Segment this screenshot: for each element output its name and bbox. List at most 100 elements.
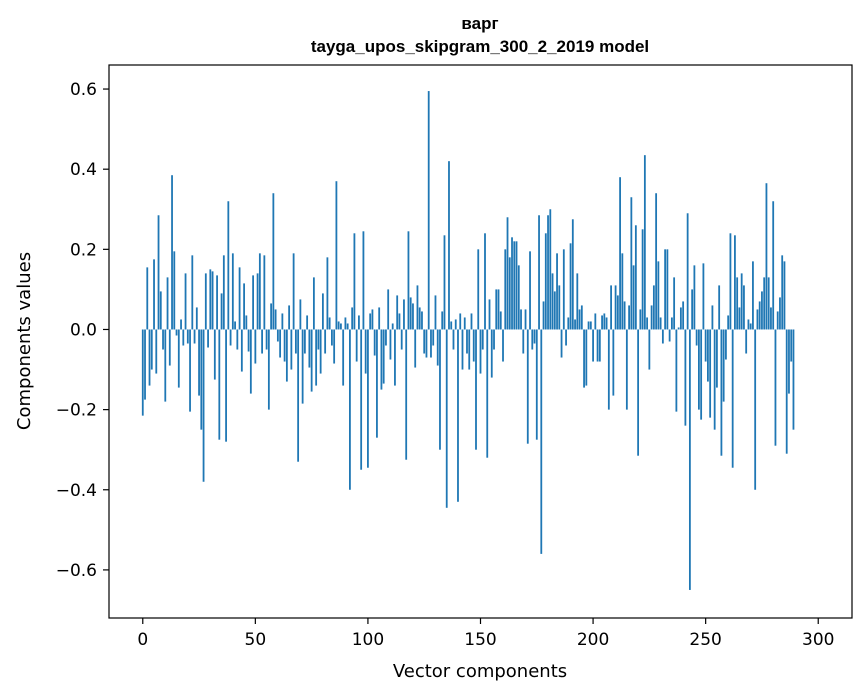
- x-axis-ticks: 0 50 100 150 200 250 300: [137, 618, 834, 650]
- bar-176: [538, 215, 540, 330]
- bar-284: [781, 255, 784, 330]
- bar-16: [177, 329, 180, 388]
- bar-227: [652, 285, 655, 330]
- y-tick-label: 0.6: [70, 80, 97, 100]
- bar-287: [788, 329, 790, 394]
- bar-143: [463, 317, 466, 330]
- bar-215: [625, 329, 628, 410]
- bar-55: [265, 329, 268, 350]
- bar-65: [288, 305, 291, 330]
- bar-203: [598, 329, 601, 362]
- bar-5: [153, 259, 155, 330]
- bar-113: [396, 295, 399, 330]
- bar-61: [279, 329, 282, 358]
- bar-195: [580, 305, 583, 330]
- bar-154: [488, 299, 491, 330]
- bar-27: [202, 329, 205, 482]
- bar-213: [621, 253, 624, 330]
- bar-50: [254, 329, 257, 364]
- bar-212: [619, 177, 621, 330]
- bar-260: [727, 315, 730, 330]
- bar-151: [481, 329, 484, 350]
- bar-45: [243, 283, 245, 330]
- bar-170: [524, 309, 527, 330]
- bar-79: [319, 329, 322, 374]
- bar-235: [670, 317, 673, 330]
- bar-67: [292, 253, 295, 330]
- bar-60: [276, 329, 279, 342]
- chart-subtitle: tayga_upos_skipgram_300_2_2019 model: [311, 37, 649, 56]
- bar-17: [180, 319, 182, 330]
- bar-241: [684, 329, 687, 426]
- bar-279: [770, 307, 772, 330]
- bar-240: [682, 301, 685, 330]
- bar-23: [193, 329, 196, 344]
- bar-69: [297, 329, 300, 462]
- bar-146: [470, 313, 473, 330]
- chart-title: варг: [461, 14, 498, 33]
- bar-262: [731, 329, 734, 468]
- bar-228: [655, 193, 658, 330]
- bar-91: [346, 323, 349, 330]
- bar-245: [693, 265, 696, 330]
- bar-190: [569, 243, 572, 330]
- bar-34: [218, 329, 221, 440]
- bar-88: [340, 323, 342, 330]
- bar-2: [146, 267, 149, 330]
- bar-272: [754, 329, 757, 490]
- bar-153: [486, 329, 489, 458]
- bar-136: [448, 161, 450, 330]
- x-tick-label: 300: [802, 630, 834, 650]
- bar-256: [718, 285, 721, 330]
- bar-72: [303, 329, 306, 354]
- bar-39: [229, 329, 232, 346]
- bar-247: [698, 329, 700, 410]
- bar-81: [324, 329, 327, 354]
- x-tick-label: 50: [245, 630, 267, 650]
- bar-267: [743, 285, 745, 330]
- bar-288: [790, 329, 793, 362]
- bar-201: [594, 313, 597, 330]
- bar-74: [308, 329, 311, 368]
- bar-183: [553, 291, 556, 330]
- bar-129: [432, 329, 435, 346]
- bar-232: [664, 249, 667, 330]
- bar-53: [261, 329, 263, 354]
- bar-221: [639, 309, 642, 330]
- bar-210: [614, 285, 617, 330]
- bar-107: [382, 329, 385, 384]
- bar-243: [688, 329, 691, 590]
- bar-8: [159, 291, 162, 330]
- bar-44: [240, 329, 243, 372]
- bar-127: [427, 91, 430, 330]
- bar-48: [249, 329, 252, 394]
- bar-37: [225, 329, 227, 442]
- bar-169: [522, 329, 525, 354]
- bar-251: [707, 329, 709, 382]
- bar-43: [238, 267, 241, 330]
- bar-138: [452, 329, 455, 350]
- bar-211: [616, 295, 619, 330]
- bar-145: [468, 329, 471, 370]
- bar-112: [394, 329, 396, 386]
- bar-22: [191, 255, 194, 330]
- bar-209: [612, 329, 615, 396]
- bar-18: [182, 329, 185, 346]
- bars-group: [141, 91, 795, 590]
- bar-204: [601, 315, 603, 330]
- bar-168: [520, 309, 522, 330]
- bar-125: [423, 329, 426, 354]
- bar-140: [457, 329, 459, 502]
- bar-11: [166, 277, 169, 330]
- bar-155: [490, 329, 493, 378]
- bar-216: [628, 305, 630, 330]
- bar-120: [412, 303, 414, 330]
- bar-202: [596, 329, 599, 362]
- bar-118: [407, 231, 410, 330]
- bar-283: [779, 297, 781, 330]
- bar-6: [155, 329, 158, 374]
- x-tick-label: 0: [137, 630, 148, 650]
- bar-167: [517, 265, 520, 330]
- bar-223: [643, 155, 646, 330]
- x-tick-label: 250: [689, 630, 721, 650]
